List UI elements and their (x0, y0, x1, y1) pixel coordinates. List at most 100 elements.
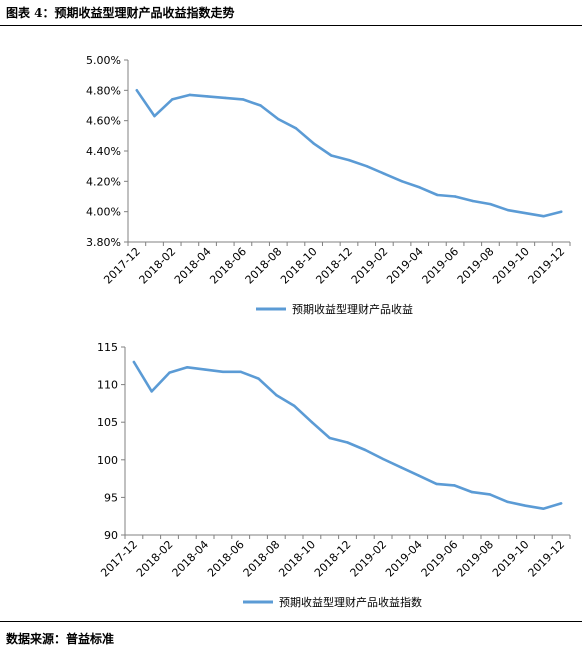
series-line (135, 88, 563, 218)
data-point (330, 154, 333, 157)
y-tick-label: 4.40% (86, 145, 121, 158)
data-point (259, 104, 262, 107)
data-point (418, 186, 421, 189)
data-point (132, 360, 136, 364)
data-point (470, 490, 474, 494)
data-point (168, 371, 171, 374)
x-tick-label: 2019-08 (455, 245, 497, 287)
data-point (488, 493, 492, 496)
data-point (312, 142, 315, 145)
x-tick-label: 2019-02 (348, 538, 390, 580)
chart2-legend: 预期收益型理财产品收益指数 (243, 595, 422, 609)
data-point (277, 117, 280, 121)
x-tick-label: 2019-10 (490, 538, 532, 580)
y-tick-label: 4.00% (86, 206, 121, 219)
chart1-legend: 预期收益型理财产品收益 (256, 302, 413, 316)
y-tick-label: 3.80% (86, 236, 121, 249)
data-point (524, 504, 527, 507)
data-point (559, 210, 563, 213)
data-point (436, 193, 439, 197)
legend-label: 预期收益型理财产品收益指数 (279, 595, 422, 609)
x-tick-label: 2019-08 (454, 538, 496, 580)
data-point (153, 114, 156, 118)
x-tick-label: 2019-06 (419, 538, 461, 580)
data-point (135, 89, 139, 92)
x-tick-label: 2018-10 (278, 245, 320, 287)
data-point (221, 370, 225, 374)
data-point (399, 466, 403, 469)
data-point (506, 500, 509, 504)
y-tick-label: 4.80% (86, 84, 121, 97)
data-point (241, 98, 245, 101)
x-tick-label: 2018-02 (137, 245, 179, 287)
x-tick-label: 2018-08 (241, 538, 283, 580)
chart2-axes (121, 346, 571, 539)
data-point (150, 390, 153, 393)
figure-title: 图表 4：预期收益型理财产品收益指数走势 (6, 6, 235, 20)
data-point (542, 507, 545, 510)
y-tick-label: 90 (104, 529, 118, 542)
y-tick-label: 95 (104, 491, 118, 504)
data-point (471, 199, 474, 203)
data-point (275, 393, 278, 397)
data-point (542, 215, 545, 218)
data-point (292, 404, 296, 407)
y-tick-label: 105 (97, 416, 118, 429)
data-point (506, 208, 510, 212)
x-tick-label: 2017-12 (98, 538, 140, 580)
series-line (132, 360, 563, 510)
top-divider (0, 25, 582, 26)
x-tick-label: 2019-02 (349, 245, 391, 287)
data-point (453, 195, 457, 198)
data-point (347, 158, 351, 162)
data-point (294, 127, 298, 130)
bottom-divider (0, 621, 582, 622)
chart1-axes (124, 59, 571, 246)
data-point (364, 448, 367, 452)
x-tick-label: 2017-12 (101, 245, 143, 287)
data-point (559, 502, 563, 505)
x-tick-label: 2019-12 (526, 245, 568, 287)
data-point (365, 164, 368, 168)
x-tick-label: 2018-04 (170, 538, 212, 580)
x-tick-label: 2018-10 (276, 538, 318, 580)
y-tick-label: 5.00% (86, 54, 121, 67)
legend-label: 预期收益型理财产品收益 (292, 302, 413, 316)
x-tick-label: 2018-08 (243, 245, 285, 287)
x-tick-label: 2019-04 (384, 245, 426, 287)
data-point (489, 202, 492, 206)
x-tick-label: 2018-02 (134, 538, 176, 580)
data-point (524, 211, 527, 215)
y-tick-label: 115 (97, 341, 118, 354)
chart1-x-tick-labels: 2017-122018-022018-042018-062018-082018-… (101, 245, 567, 287)
x-tick-label: 2018-12 (312, 538, 354, 580)
chart2-series (132, 360, 563, 510)
data-point (417, 474, 420, 477)
data-point (383, 172, 386, 175)
data-point (400, 180, 404, 183)
data-point (381, 457, 385, 461)
data-point (310, 421, 314, 424)
y-tick-label: 100 (97, 454, 118, 467)
data-point (171, 98, 174, 101)
data-point (453, 484, 456, 487)
chart2-x-tick-labels: 2017-122018-022018-042018-062018-082018-… (98, 538, 567, 580)
x-tick-label: 2019-12 (526, 538, 568, 580)
y-tick-label: 4.20% (86, 175, 121, 188)
data-point (346, 441, 349, 444)
chart1-y-tick-labels: 3.80% 4.00% 4.20% 4.40% 4.60% 4.80% 5.00% (86, 54, 121, 249)
x-tick-label: 2019-06 (420, 245, 462, 287)
data-point (328, 436, 331, 440)
source-note: 数据来源：普益标准 (6, 632, 115, 646)
x-tick-label: 2019-10 (490, 245, 532, 287)
data-point (188, 93, 192, 97)
yield-line-chart: 3.80% 4.00% 4.20% 4.40% 4.60% 4.80% 5.00% 2017… (86, 54, 571, 316)
data-point (203, 368, 207, 371)
x-tick-label: 2018-04 (172, 245, 214, 287)
x-tick-label: 2019-04 (383, 538, 425, 580)
data-point (206, 95, 209, 98)
data-point (239, 370, 242, 374)
y-tick-label: 4.60% (86, 115, 121, 128)
x-tick-label: 2018-12 (313, 245, 355, 287)
y-tick-label: 110 (97, 379, 118, 392)
